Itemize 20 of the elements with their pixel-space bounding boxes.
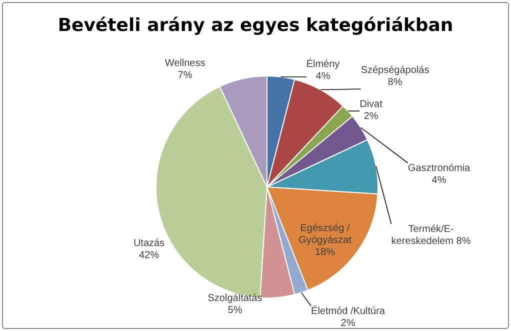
data-label: 42%: [138, 250, 160, 261]
data-label: 2%: [340, 318, 356, 329]
slice-label: Gasztronómia: [408, 162, 471, 174]
slice-label: Wellness: [164, 58, 206, 69]
data-label: 5%: [228, 304, 242, 316]
slice-label: Termék/E-kereskedelem 8%: [391, 224, 471, 247]
data-label: 7%: [178, 70, 192, 81]
slice-label: Élmény: [306, 58, 340, 70]
slice-label: Életmód /Kultúra: [311, 304, 386, 317]
slice-label: Szépségápolás: [360, 64, 430, 76]
data-label: 4%: [432, 174, 446, 186]
slice-label: Szolgáltatás: [208, 292, 262, 304]
slice-label: Utazás: [133, 238, 165, 249]
data-label: 18%: [314, 246, 336, 258]
slice-label: Divat: [360, 98, 383, 110]
data-label: 4%: [316, 70, 330, 82]
data-label: 2%: [364, 110, 378, 122]
chart-title: Bevételi arány az egyes kategóriákban: [56, 15, 454, 36]
data-label: 8%: [388, 76, 402, 88]
slice-label: Egészség / Gyógyászat: [298, 222, 352, 246]
